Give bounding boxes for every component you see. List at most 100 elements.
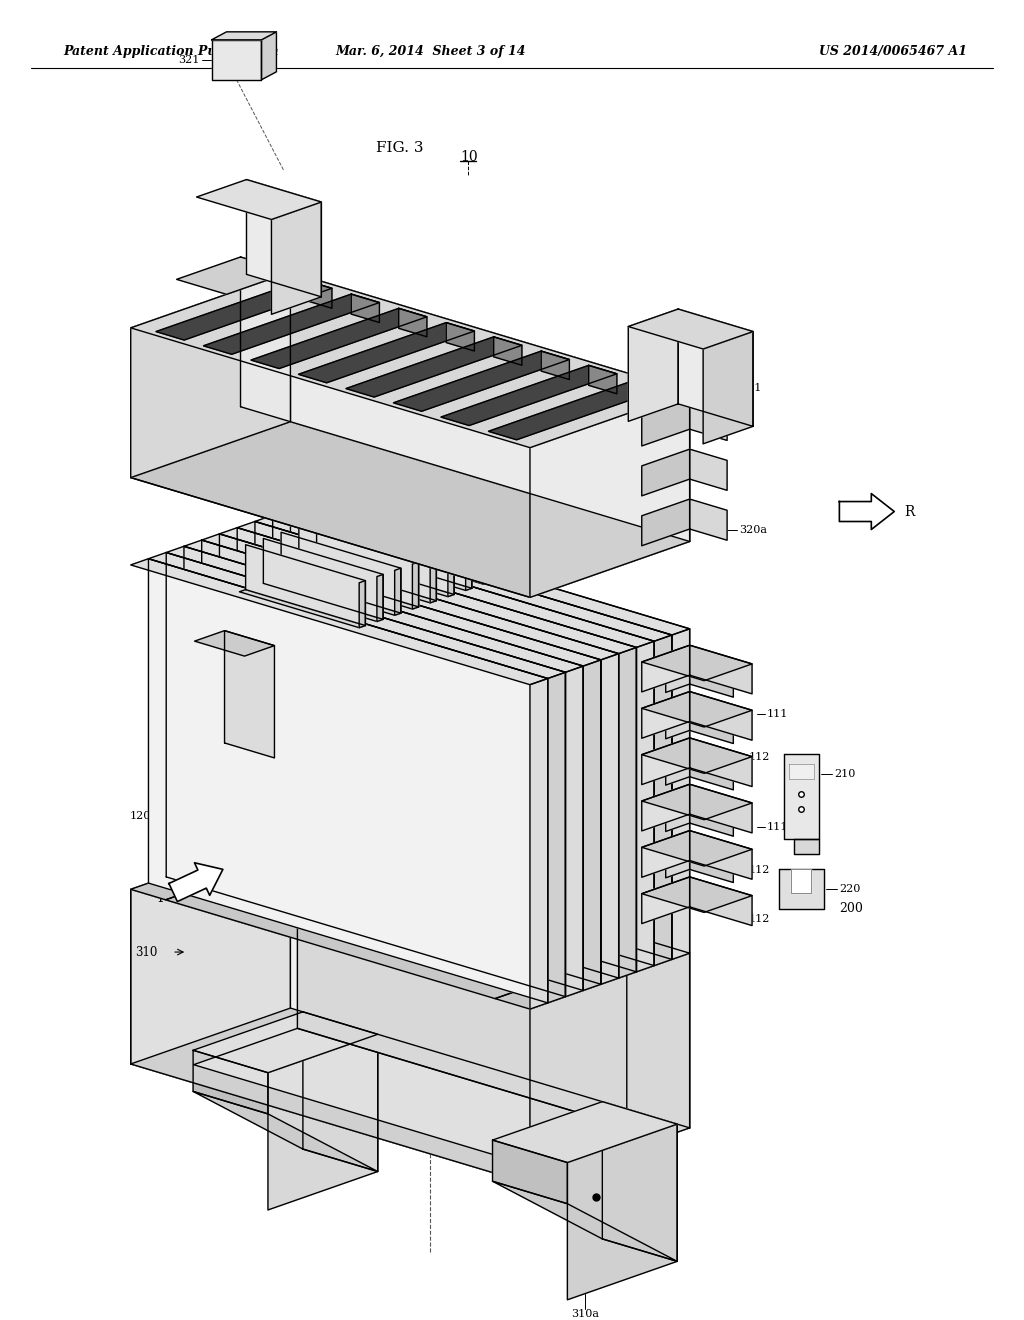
Polygon shape xyxy=(642,645,752,681)
Polygon shape xyxy=(642,830,689,878)
Polygon shape xyxy=(131,833,326,900)
Polygon shape xyxy=(584,660,601,990)
Polygon shape xyxy=(148,558,548,1003)
Polygon shape xyxy=(446,322,474,351)
Polygon shape xyxy=(447,549,454,597)
Text: 10: 10 xyxy=(460,150,478,164)
Polygon shape xyxy=(689,645,752,694)
Polygon shape xyxy=(131,1008,689,1184)
Polygon shape xyxy=(370,502,489,582)
Polygon shape xyxy=(642,499,689,545)
Polygon shape xyxy=(642,830,752,866)
Polygon shape xyxy=(567,1125,677,1300)
Text: 100B: 100B xyxy=(392,459,420,469)
Text: 100A: 100A xyxy=(451,473,477,482)
Polygon shape xyxy=(394,568,400,615)
Polygon shape xyxy=(565,667,584,997)
Text: 110A: 110A xyxy=(415,809,444,818)
Text: 310a: 310a xyxy=(570,1309,599,1319)
Polygon shape xyxy=(548,672,565,1003)
Polygon shape xyxy=(689,803,733,836)
Polygon shape xyxy=(247,180,322,297)
Polygon shape xyxy=(666,710,689,739)
Polygon shape xyxy=(251,309,427,368)
Polygon shape xyxy=(377,574,383,622)
Polygon shape xyxy=(629,309,678,421)
Polygon shape xyxy=(642,645,689,692)
Polygon shape xyxy=(689,830,752,879)
Polygon shape xyxy=(310,565,436,603)
Polygon shape xyxy=(618,647,637,978)
Polygon shape xyxy=(393,351,569,412)
Polygon shape xyxy=(184,540,601,667)
Text: 310: 310 xyxy=(135,945,157,958)
Polygon shape xyxy=(703,331,753,444)
Polygon shape xyxy=(666,664,689,693)
Text: 321: 321 xyxy=(178,55,200,65)
Text: 100D: 100D xyxy=(272,432,300,441)
Polygon shape xyxy=(689,876,752,925)
Polygon shape xyxy=(271,202,322,314)
Text: 111: 111 xyxy=(767,709,788,719)
Polygon shape xyxy=(169,863,223,902)
Polygon shape xyxy=(255,521,654,966)
Polygon shape xyxy=(530,678,548,1008)
Polygon shape xyxy=(430,556,436,603)
Text: 111: 111 xyxy=(186,639,208,649)
Polygon shape xyxy=(351,294,380,322)
Polygon shape xyxy=(602,1102,677,1262)
Text: 112: 112 xyxy=(749,866,770,875)
Polygon shape xyxy=(689,499,727,540)
Polygon shape xyxy=(493,1102,677,1163)
Text: 320: 320 xyxy=(537,385,561,399)
Text: 120: 120 xyxy=(130,812,152,821)
Text: 200: 200 xyxy=(839,903,863,915)
Text: FIG. 3: FIG. 3 xyxy=(377,141,424,154)
Polygon shape xyxy=(413,562,419,609)
Polygon shape xyxy=(202,533,618,660)
Text: 112: 112 xyxy=(186,558,208,568)
Polygon shape xyxy=(689,738,752,787)
Polygon shape xyxy=(293,572,419,609)
Polygon shape xyxy=(788,764,814,779)
Polygon shape xyxy=(466,544,472,590)
Text: 112: 112 xyxy=(749,752,770,762)
Polygon shape xyxy=(202,540,601,985)
Polygon shape xyxy=(291,833,689,1127)
Polygon shape xyxy=(156,280,332,341)
Polygon shape xyxy=(263,539,383,619)
Polygon shape xyxy=(194,1012,378,1073)
Polygon shape xyxy=(131,890,530,1184)
Polygon shape xyxy=(666,756,689,785)
Polygon shape xyxy=(274,577,400,615)
Polygon shape xyxy=(629,309,753,348)
Polygon shape xyxy=(194,1051,268,1114)
Polygon shape xyxy=(346,552,472,590)
Polygon shape xyxy=(359,581,366,628)
Polygon shape xyxy=(483,537,489,585)
Polygon shape xyxy=(637,642,654,972)
Polygon shape xyxy=(304,280,332,309)
Polygon shape xyxy=(542,351,569,380)
Polygon shape xyxy=(689,784,752,833)
Polygon shape xyxy=(689,449,727,490)
Polygon shape xyxy=(398,309,427,337)
Polygon shape xyxy=(779,869,824,909)
Polygon shape xyxy=(131,833,291,1064)
Polygon shape xyxy=(316,520,436,601)
Polygon shape xyxy=(219,533,618,978)
Text: US 2014/0065467 A1: US 2014/0065467 A1 xyxy=(819,45,968,58)
Text: Mar. 6, 2014  Sheet 3 of 14: Mar. 6, 2014 Sheet 3 of 14 xyxy=(335,45,525,58)
Polygon shape xyxy=(268,1035,378,1210)
Polygon shape xyxy=(184,546,584,990)
Polygon shape xyxy=(335,513,454,594)
Text: 320a: 320a xyxy=(739,525,767,535)
Polygon shape xyxy=(224,631,274,758)
Polygon shape xyxy=(689,756,733,789)
Polygon shape xyxy=(272,510,689,635)
Polygon shape xyxy=(501,531,507,578)
Polygon shape xyxy=(291,510,689,953)
Polygon shape xyxy=(257,583,383,622)
Polygon shape xyxy=(303,1012,378,1172)
Polygon shape xyxy=(299,322,474,383)
